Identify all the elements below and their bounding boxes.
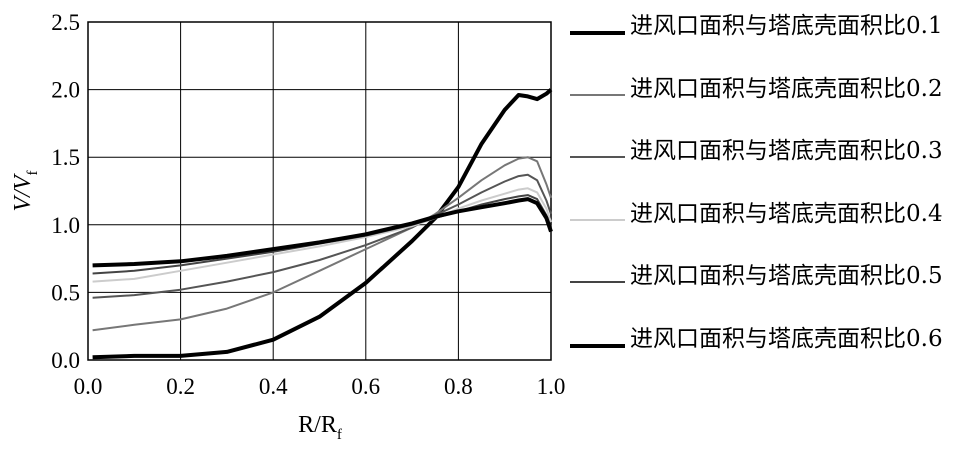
legend-swatch — [570, 93, 625, 96]
y-tick-label: 0.5 — [51, 280, 80, 305]
legend-swatch — [570, 343, 625, 348]
legend-swatch — [570, 156, 625, 159]
grid-lines — [87, 21, 552, 361]
legend-label: 进风口面积与塔底壳面积比0.1 — [630, 13, 943, 39]
legend-label: 进风口面积与塔底壳面积比0.2 — [630, 75, 943, 102]
x-tick-label: 0.8 — [444, 374, 473, 399]
legend-item: 进风口面积与塔底壳面积比0.1 — [570, 12, 970, 75]
y-tick-label: 1.5 — [51, 145, 80, 170]
x-tick-label: 1.0 — [537, 374, 566, 399]
series-line-1 — [92, 88, 553, 360]
x-tick-label: 0.4 — [259, 374, 288, 399]
series-line-2 — [92, 156, 552, 332]
x-tick-label: 0.2 — [166, 374, 195, 399]
legend-swatch — [570, 218, 625, 221]
legend-item: 进风口面积与塔底壳面积比0.2 — [570, 75, 970, 138]
legend-label: 进风口面积与塔底壳面积比0.4 — [630, 200, 943, 227]
x-tick-label: 0.6 — [351, 374, 380, 399]
legend-label: 进风口面积与塔底壳面积比0.6 — [630, 325, 943, 352]
legend-label: 进风口面积与塔底壳面积比0.3 — [630, 138, 943, 165]
series-lines — [92, 88, 553, 360]
legend-item: 进风口面积与塔底壳面积比0.5 — [570, 262, 970, 325]
legend-label: 进风口面积与塔底壳面积比0.5 — [630, 263, 943, 290]
series-line-3 — [92, 173, 552, 299]
legend-swatch — [570, 281, 625, 284]
y-tick-labels: 0.0 0.5 1.0 1.5 2.0 2.5 — [51, 10, 80, 373]
series-line-6 — [92, 197, 553, 268]
legend-item: 进风口面积与塔底壳面积比0.3 — [570, 137, 970, 200]
x-axis-title: R/Rf — [298, 412, 342, 443]
x-tick-label: 0.0 — [74, 374, 103, 399]
plot-frame — [87, 21, 552, 361]
y-tick-label: 2.0 — [51, 78, 80, 103]
legend-swatch — [570, 31, 625, 35]
x-tick-labels: 0.0 0.2 0.4 0.6 0.8 1.0 — [74, 374, 566, 399]
y-tick-label: 0.0 — [51, 348, 80, 373]
y-axis-title: V/Vf — [10, 171, 41, 212]
legend-item: 进风口面积与塔底壳面积比0.4 — [570, 200, 970, 263]
y-tick-label: 2.5 — [51, 10, 80, 35]
legend: 进风口面积与塔底壳面积比0.1 进风口面积与塔底壳面积比0.2 进风口面积与塔底壳面… — [570, 12, 970, 388]
y-tick-label: 1.0 — [51, 213, 80, 238]
legend-item: 进风口面积与塔底壳面积比0.6 — [570, 325, 970, 388]
